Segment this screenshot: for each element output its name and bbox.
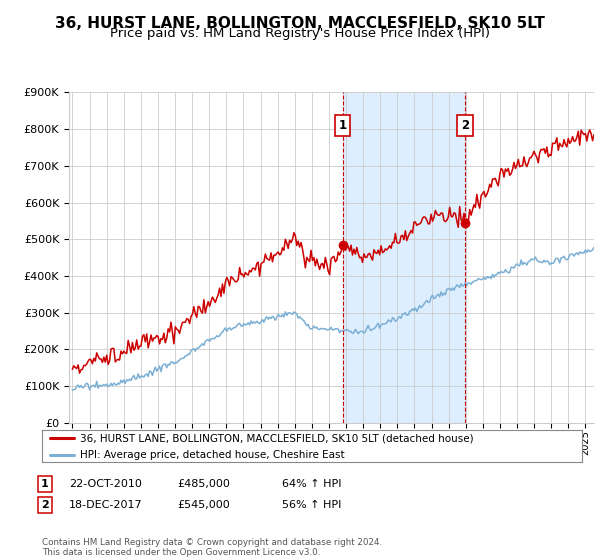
Text: Price paid vs. HM Land Registry's House Price Index (HPI): Price paid vs. HM Land Registry's House … [110,27,490,40]
Text: £485,000: £485,000 [177,479,230,489]
Text: 64% ↑ HPI: 64% ↑ HPI [282,479,341,489]
Text: 18-DEC-2017: 18-DEC-2017 [69,500,143,510]
Bar [343,92,465,423]
Text: 22-OCT-2010: 22-OCT-2010 [69,479,142,489]
Text: 2: 2 [461,119,469,132]
Text: 56% ↑ HPI: 56% ↑ HPI [282,500,341,510]
Text: 1: 1 [41,479,49,489]
Text: 36, HURST LANE, BOLLINGTON, MACCLESFIELD, SK10 5LT (detached house): 36, HURST LANE, BOLLINGTON, MACCLESFIELD… [80,433,473,444]
Text: 2: 2 [41,500,49,510]
Text: Contains HM Land Registry data © Crown copyright and database right 2024.
This d: Contains HM Land Registry data © Crown c… [42,538,382,557]
Text: 36, HURST LANE, BOLLINGTON, MACCLESFIELD, SK10 5LT: 36, HURST LANE, BOLLINGTON, MACCLESFIELD… [55,16,545,31]
Text: 1: 1 [338,119,347,132]
Text: £545,000: £545,000 [177,500,230,510]
Text: HPI: Average price, detached house, Cheshire East: HPI: Average price, detached house, Ches… [80,450,344,460]
